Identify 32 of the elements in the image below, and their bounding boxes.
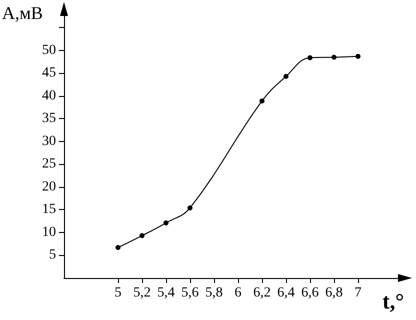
- x-tick-label: 6,8: [325, 286, 343, 300]
- x-tick-label: 5,2: [133, 286, 151, 300]
- x-tick-label: 6,2: [253, 286, 271, 300]
- x-tick-label: 5,6: [181, 286, 199, 300]
- point: [164, 220, 168, 226]
- y-tick-label: 15: [42, 202, 56, 218]
- x-tick-label: 6,4: [277, 286, 295, 300]
- x-tick-label: 5,8: [205, 286, 223, 300]
- y-tick-label: 10: [42, 224, 56, 240]
- y-axis-title: А,мВ: [2, 3, 43, 23]
- x-tick-label: 7: [354, 286, 362, 300]
- y-tick-label: 40: [42, 88, 56, 104]
- x-tick-label: 6,6: [301, 286, 319, 300]
- y-tick-label: 35: [42, 111, 56, 126]
- point: [308, 55, 312, 60]
- point: [332, 54, 336, 60]
- point: [188, 205, 192, 210]
- x-axis-title: t,°: [382, 288, 404, 314]
- x-tick-label: 6: [234, 286, 242, 300]
- x-tick-label: 5: [114, 286, 122, 300]
- point: [260, 98, 264, 104]
- y-tick-label: 45: [42, 66, 56, 81]
- y-tick-label: 50: [42, 42, 56, 58]
- y-tick-label: 20: [42, 179, 56, 194]
- point: [284, 74, 288, 79]
- x-tick-label: 5,4: [157, 286, 175, 300]
- y-tick-label: 25: [42, 156, 56, 172]
- y-tick-label: 5: [49, 248, 56, 263]
- point: [116, 245, 120, 250]
- y-tick-label: 30: [42, 134, 56, 149]
- point: [140, 233, 144, 238]
- point: [356, 54, 360, 59]
